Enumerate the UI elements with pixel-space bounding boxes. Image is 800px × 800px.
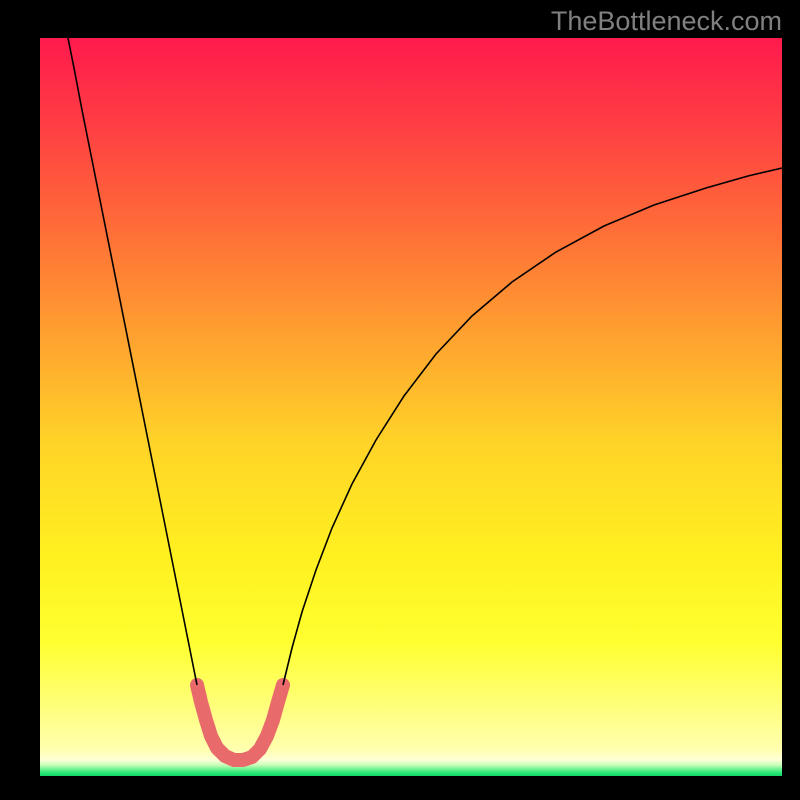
plot-svg [0,0,800,800]
gradient-background [40,38,782,776]
watermark-text: TheBottleneck.com [551,6,782,37]
